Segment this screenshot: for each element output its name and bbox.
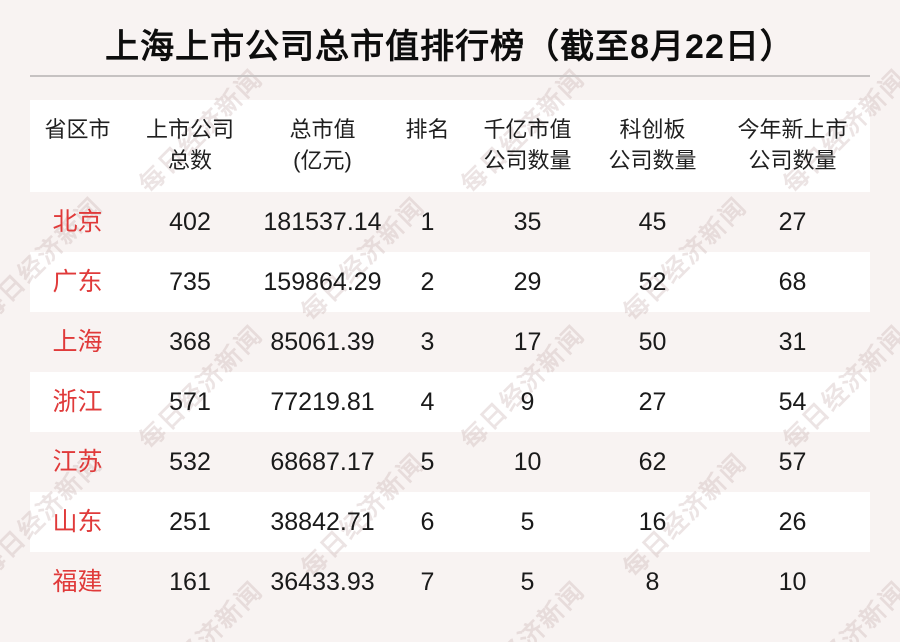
column-header-hundred-billion: 千亿市值 公司数量 bbox=[465, 114, 590, 192]
cell-market-cap: 68687.17 bbox=[270, 448, 375, 476]
column-header-line1: 千亿市值 bbox=[483, 117, 572, 142]
cell-total-listed: 532 bbox=[169, 448, 211, 476]
column-header-line2: 公司数量 bbox=[483, 148, 572, 173]
cell-hundred-billion: 5 bbox=[520, 508, 535, 536]
table-row: 广东 735 159864.29 2 29 52 68 bbox=[30, 252, 870, 312]
cell-star-board: 8 bbox=[645, 568, 660, 596]
page-title: 上海上市公司总市值排行榜（截至8月22日） bbox=[105, 28, 795, 66]
cell-star-board: 27 bbox=[638, 388, 667, 416]
cell-rank: 5 bbox=[420, 448, 435, 476]
cell-hundred-billion: 17 bbox=[513, 328, 542, 356]
table-row: 浙江 571 77219.81 4 9 27 54 bbox=[30, 372, 870, 432]
cell-market-cap: 85061.39 bbox=[270, 328, 375, 356]
cell-market-cap: 77219.81 bbox=[270, 388, 375, 416]
cell-new-ipo: 27 bbox=[778, 208, 807, 236]
column-header-line2: 公司数量 bbox=[748, 148, 837, 173]
cell-hundred-billion: 29 bbox=[513, 268, 542, 296]
cell-market-cap: 38842.71 bbox=[270, 508, 375, 536]
cell-star-board: 16 bbox=[638, 508, 667, 536]
cell-province: 上海 bbox=[52, 328, 103, 356]
cell-star-board: 52 bbox=[638, 268, 667, 296]
cell-new-ipo: 26 bbox=[778, 508, 807, 536]
cell-rank: 1 bbox=[420, 208, 435, 236]
cell-province: 江苏 bbox=[52, 448, 103, 476]
row-stripe bbox=[30, 492, 870, 552]
cell-new-ipo: 57 bbox=[778, 448, 807, 476]
cell-hundred-billion: 5 bbox=[520, 568, 535, 596]
cell-rank: 7 bbox=[420, 568, 435, 596]
column-header-star-board: 科创板 公司数量 bbox=[590, 114, 715, 192]
cell-province: 山东 bbox=[52, 508, 103, 536]
cell-market-cap: 36433.93 bbox=[270, 568, 375, 596]
column-header-province: 省区市 bbox=[30, 114, 125, 192]
cell-total-listed: 251 bbox=[169, 508, 211, 536]
cell-rank: 3 bbox=[420, 328, 435, 356]
cell-star-board: 45 bbox=[638, 208, 667, 236]
cell-hundred-billion: 35 bbox=[513, 208, 542, 236]
column-header-line1: 科创板 bbox=[619, 117, 686, 142]
cell-hundred-billion: 10 bbox=[513, 448, 542, 476]
column-header-line1: 今年新上市 bbox=[737, 117, 848, 142]
cell-new-ipo: 10 bbox=[778, 568, 807, 596]
cell-total-listed: 735 bbox=[169, 268, 211, 296]
cell-total-listed: 368 bbox=[169, 328, 211, 356]
cell-total-listed: 161 bbox=[169, 568, 211, 596]
column-header-rank: 排名 bbox=[390, 114, 465, 192]
column-header-line2: 总数 bbox=[167, 148, 212, 173]
column-header-line1: 排名 bbox=[405, 117, 450, 142]
table-row: 福建 161 36433.93 7 5 8 10 bbox=[30, 552, 870, 612]
cell-new-ipo: 54 bbox=[778, 388, 807, 416]
header-stripe bbox=[30, 100, 870, 192]
cell-rank: 2 bbox=[420, 268, 435, 296]
table-row: 江苏 532 68687.17 5 10 62 57 bbox=[30, 432, 870, 492]
table-row: 北京 402 181537.14 1 35 45 27 bbox=[30, 192, 870, 252]
cell-rank: 6 bbox=[420, 508, 435, 536]
cell-star-board: 50 bbox=[638, 328, 667, 356]
table-header-row: 省区市 上市公司 总数 总市值 (亿元) 排名 千亿市值 公司数量 bbox=[30, 100, 870, 192]
cell-new-ipo: 31 bbox=[778, 328, 807, 356]
cell-total-listed: 571 bbox=[169, 388, 211, 416]
cell-province: 北京 bbox=[52, 208, 103, 236]
column-header-market-cap: 总市值 (亿元) bbox=[255, 114, 390, 192]
cell-province: 福建 bbox=[52, 568, 103, 596]
column-header-line1: 总市值 bbox=[289, 117, 356, 142]
cell-total-listed: 402 bbox=[169, 208, 211, 236]
cell-province: 广东 bbox=[52, 268, 103, 296]
cell-rank: 4 bbox=[420, 388, 435, 416]
cell-hundred-billion: 9 bbox=[520, 388, 535, 416]
ranking-table: 省区市 上市公司 总数 总市值 (亿元) 排名 千亿市值 公司数量 bbox=[30, 100, 870, 612]
column-header-line2: (亿元) bbox=[293, 148, 352, 173]
column-header-line1: 上市公司 bbox=[145, 117, 234, 142]
cell-star-board: 62 bbox=[638, 448, 667, 476]
column-header-line1: 省区市 bbox=[44, 117, 111, 142]
row-stripe bbox=[30, 252, 870, 312]
cell-market-cap: 159864.29 bbox=[263, 268, 382, 296]
column-header-new-ipo: 今年新上市 公司数量 bbox=[715, 114, 870, 192]
cell-province: 浙江 bbox=[52, 388, 103, 416]
cell-new-ipo: 68 bbox=[778, 268, 807, 296]
row-stripe bbox=[30, 372, 870, 432]
title-divider bbox=[30, 75, 870, 77]
column-header-line2: 公司数量 bbox=[608, 148, 697, 173]
table-row: 上海 368 85061.39 3 17 50 31 bbox=[30, 312, 870, 372]
table-row: 山东 251 38842.71 6 5 16 26 bbox=[30, 492, 870, 552]
cell-market-cap: 181537.14 bbox=[263, 208, 382, 236]
column-header-total-listed: 上市公司 总数 bbox=[125, 114, 255, 192]
